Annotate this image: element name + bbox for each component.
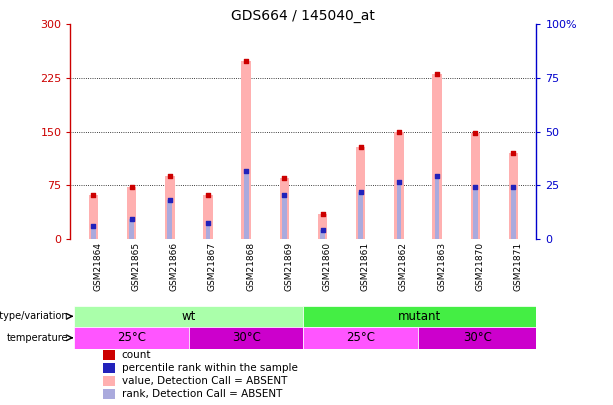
Text: genotype/variation: genotype/variation [0, 311, 69, 321]
Bar [129, 219, 134, 239]
Bar [282, 194, 287, 239]
Text: value, Detection Call = ABSENT: value, Detection Call = ABSENT [122, 376, 287, 386]
Bar [203, 194, 213, 239]
Text: GSM21865: GSM21865 [132, 242, 140, 291]
Point [470, 184, 480, 191]
Point [509, 150, 519, 156]
Text: temperature: temperature [7, 333, 69, 343]
Bar [356, 147, 365, 239]
Text: GSM21870: GSM21870 [475, 242, 484, 291]
Bar [103, 376, 115, 386]
Point [318, 227, 327, 234]
Point [394, 128, 404, 135]
Bar [91, 226, 96, 239]
Bar [165, 176, 175, 239]
Bar [74, 327, 189, 349]
Point [356, 144, 365, 151]
Point [394, 178, 404, 185]
Text: GSM21866: GSM21866 [170, 242, 179, 291]
Text: rank, Detection Call = ABSENT: rank, Detection Call = ABSENT [122, 389, 282, 399]
Text: 30°C: 30°C [232, 331, 261, 344]
Point [356, 189, 365, 196]
Text: GSM21862: GSM21862 [399, 242, 408, 291]
Bar [397, 181, 402, 239]
Text: GSM21869: GSM21869 [284, 242, 294, 291]
Point [280, 175, 289, 181]
Text: GSM21861: GSM21861 [360, 242, 370, 291]
Bar [509, 153, 518, 239]
Text: count: count [122, 350, 151, 360]
Text: GSM21867: GSM21867 [208, 242, 217, 291]
Text: 25°C: 25°C [346, 331, 375, 344]
Text: GSM21868: GSM21868 [246, 242, 255, 291]
Bar [242, 62, 251, 239]
Bar [103, 390, 115, 399]
Bar [127, 188, 136, 239]
Bar [418, 327, 536, 349]
Point [470, 130, 480, 136]
Bar [320, 230, 325, 239]
Text: GSM21864: GSM21864 [93, 242, 102, 291]
Bar [167, 200, 172, 239]
Point [509, 184, 519, 191]
Point [203, 191, 213, 198]
Text: GSM21860: GSM21860 [322, 242, 332, 291]
Point [127, 215, 137, 222]
Bar [303, 306, 536, 327]
Text: GSM21871: GSM21871 [514, 242, 522, 291]
Text: mutant: mutant [398, 310, 441, 323]
Bar [205, 223, 210, 239]
Bar [394, 132, 404, 239]
Text: 30°C: 30°C [463, 331, 492, 344]
Bar [473, 188, 478, 239]
Point [165, 196, 175, 203]
Bar [74, 306, 303, 327]
Point [242, 58, 251, 65]
Point [242, 168, 251, 174]
Text: percentile rank within the sample: percentile rank within the sample [122, 363, 298, 373]
Point [432, 71, 442, 78]
Point [280, 191, 289, 198]
Point [432, 173, 442, 179]
Text: GSM21863: GSM21863 [437, 242, 446, 291]
Bar [318, 214, 327, 239]
Bar [280, 178, 289, 239]
Point [165, 173, 175, 179]
Bar [359, 192, 363, 239]
Bar [89, 194, 98, 239]
Title: GDS664 / 145040_at: GDS664 / 145040_at [232, 9, 375, 23]
Bar [435, 176, 440, 239]
Bar [189, 327, 303, 349]
Point [88, 223, 98, 229]
Bar [244, 171, 248, 239]
Bar [103, 350, 115, 360]
Bar [471, 133, 480, 239]
Bar [511, 188, 516, 239]
Text: 25°C: 25°C [117, 331, 146, 344]
Point [127, 184, 137, 191]
Bar [303, 327, 418, 349]
Bar [432, 75, 442, 239]
Point [88, 191, 98, 198]
Text: wt: wt [181, 310, 196, 323]
Bar [103, 363, 115, 373]
Point [318, 211, 327, 217]
Point [203, 220, 213, 226]
